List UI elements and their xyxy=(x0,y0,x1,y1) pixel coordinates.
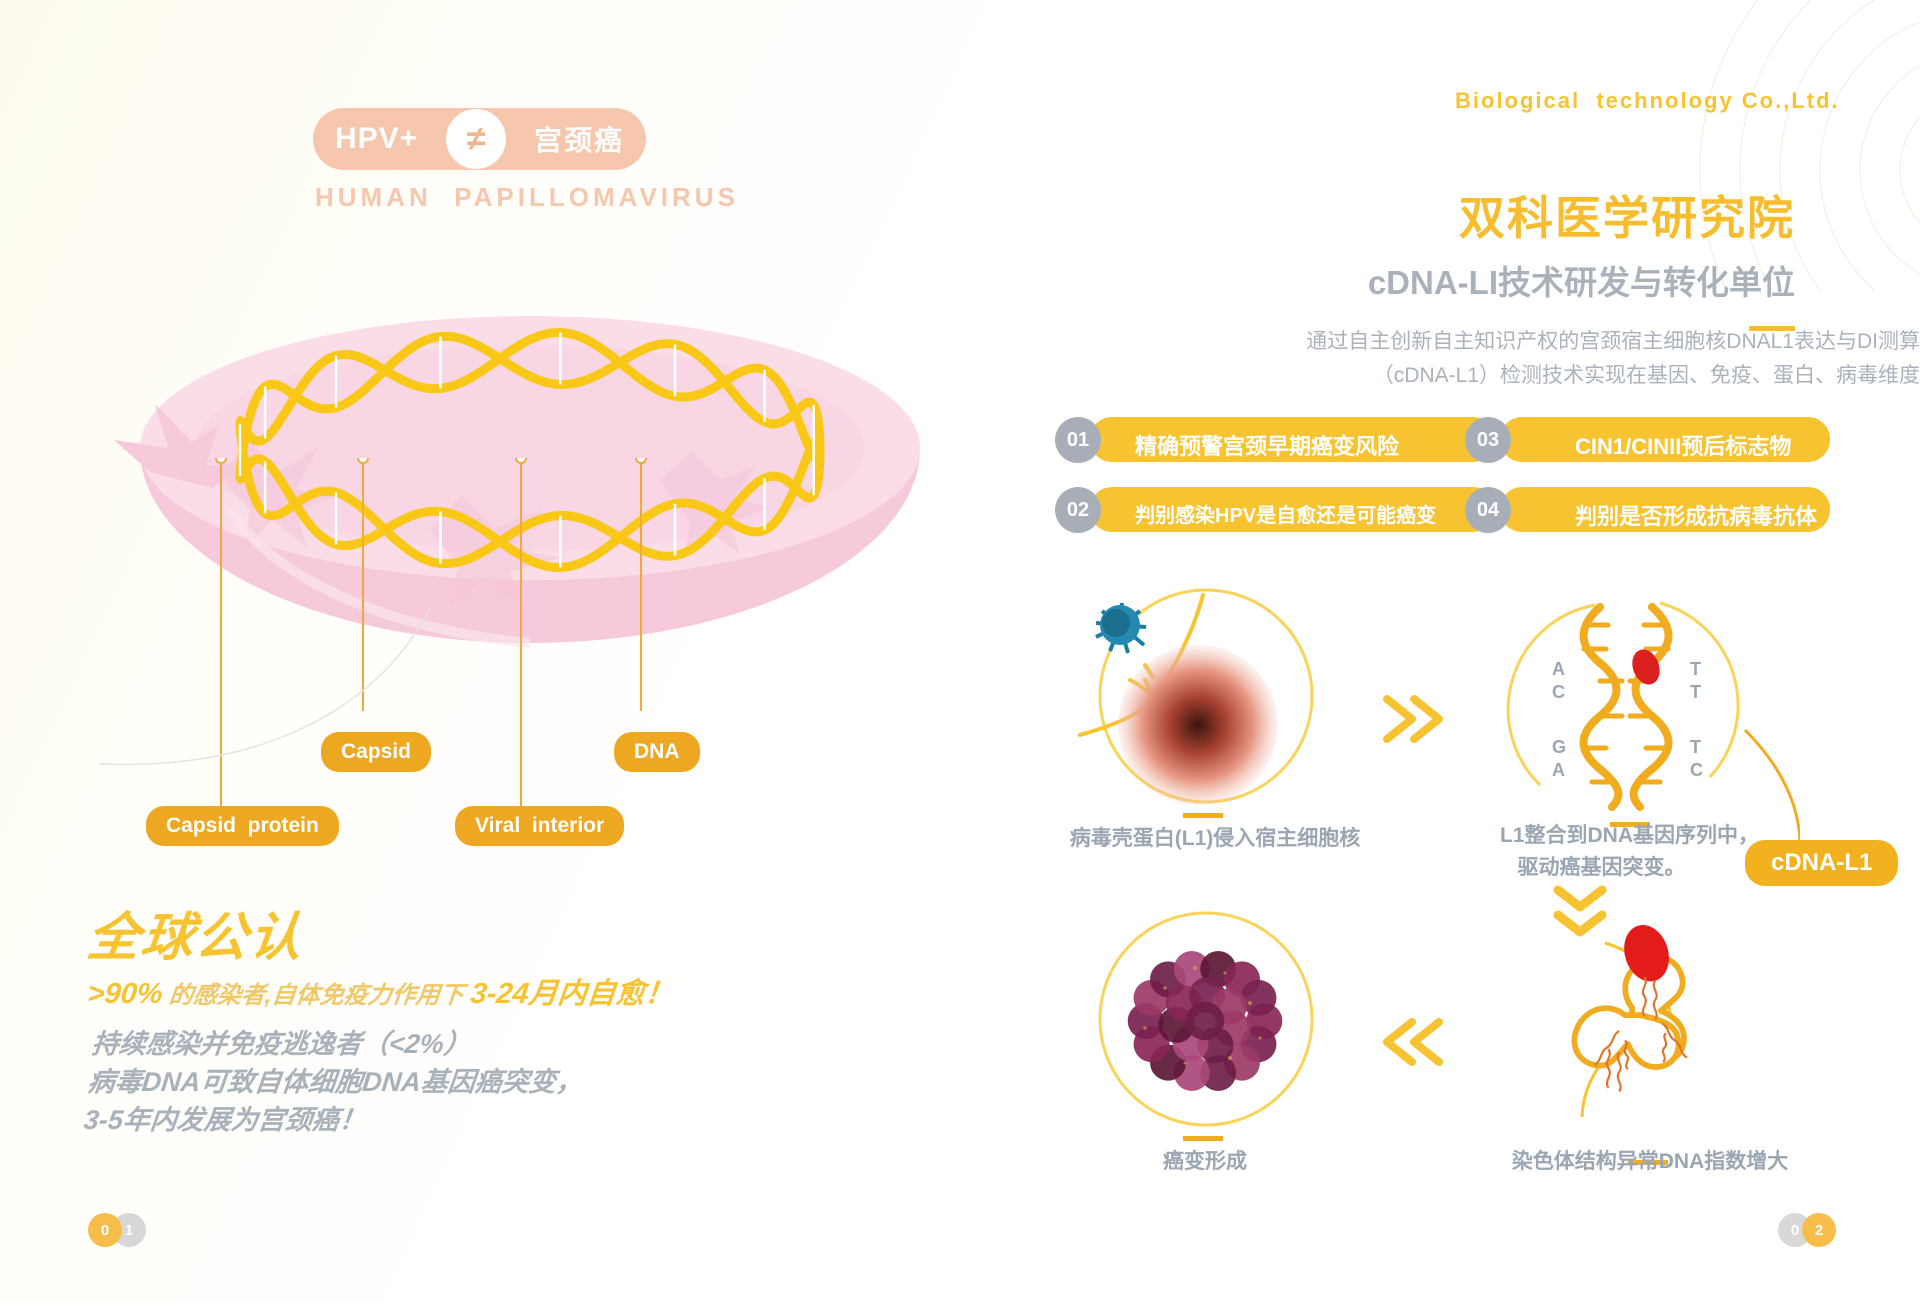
svg-text:T: T xyxy=(1690,737,1701,757)
svg-text:T: T xyxy=(1690,659,1701,679)
svg-text:C: C xyxy=(1690,760,1703,780)
svg-text:C: C xyxy=(1552,682,1565,702)
svg-text:A: A xyxy=(1552,760,1565,780)
svg-text:T: T xyxy=(1690,682,1701,702)
svg-text:G: G xyxy=(1552,737,1566,757)
svg-text:A: A xyxy=(1552,659,1565,679)
